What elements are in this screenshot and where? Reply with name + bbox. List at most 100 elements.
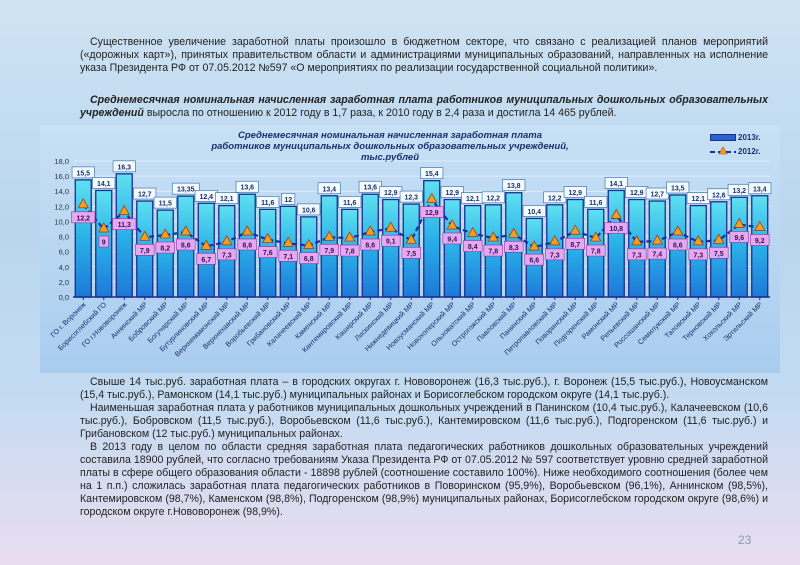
line-label-box — [381, 234, 401, 247]
bar-2013 — [628, 198, 646, 298]
legend-bar-swatch — [710, 133, 736, 141]
y-tick-label: 14,0 — [54, 187, 69, 196]
marker-2012 — [241, 225, 253, 236]
y-tick-label: 0,0 — [59, 293, 69, 302]
chart-title-line1: Среднемесячная номинальная начисленная з… — [237, 130, 543, 141]
bar-2013 — [730, 196, 748, 298]
line-label-2012: 8,3 — [509, 245, 519, 252]
legend-line-swatch — [710, 146, 736, 155]
bar-label-2013: 11,6 — [261, 200, 274, 207]
paragraph-lowest: Наименьшая заработная плата у работников… — [80, 402, 768, 440]
bar-2013 — [607, 189, 625, 298]
bar-label-box — [235, 180, 259, 193]
line-label-2012: 8,6 — [242, 243, 252, 250]
line-label-box — [237, 238, 257, 251]
line-label-2012: 7,3 — [222, 252, 232, 259]
marker-2012 — [303, 238, 315, 249]
line-label-box — [627, 248, 647, 261]
intro-paragraph: Существенное увеличение заработной платы… — [80, 36, 768, 75]
bar-2013 — [382, 198, 400, 298]
line-label-box — [565, 237, 585, 250]
chart: Среднемесячная номинальная начисленная з… — [40, 125, 780, 373]
line-label-2012: 9 — [102, 240, 106, 247]
bar-label-box — [338, 196, 362, 208]
bar-label-2013: 13,8 — [507, 183, 521, 190]
line-label-2012: 8,6 — [673, 243, 683, 250]
bar-label-box — [522, 205, 546, 217]
bar-label-2013: 13,6 — [240, 185, 254, 192]
bar-label-2013: 13,2 — [732, 188, 746, 195]
bar-label-2013: 13,4 — [753, 186, 767, 193]
marker-2012 — [610, 208, 622, 219]
line-label-box — [176, 238, 196, 251]
line-label-2012: 9,2 — [755, 238, 765, 245]
y-tick-label: 4,0 — [59, 263, 69, 272]
bar-label-2013: 13,4 — [322, 186, 336, 193]
marker-2012 — [528, 240, 540, 251]
bar-label-box — [317, 182, 341, 195]
legend-label: 2012г. — [738, 146, 761, 156]
line-label-2012: 6,7 — [201, 257, 211, 264]
bar-label-box — [112, 160, 136, 173]
marker-2012 — [98, 222, 110, 233]
bar-label-2013: 10,6 — [302, 207, 316, 214]
marker-2012 — [118, 204, 130, 215]
bar-label-box — [71, 166, 95, 179]
line-label-2012: 9,1 — [386, 239, 396, 246]
bar-label-2013: 12,4 — [199, 194, 213, 201]
bar-label-box — [133, 187, 157, 200]
bar-label-2013: 12,1 — [466, 196, 480, 203]
bar-label-2013: 12,9 — [445, 190, 459, 197]
marker-2012 — [754, 220, 766, 231]
bar-label-box — [502, 179, 526, 192]
marker-2012 — [364, 225, 376, 236]
page-number: 23 — [738, 533, 752, 547]
line-label-box — [483, 244, 503, 257]
line-label-2012: 7,3 — [632, 252, 642, 259]
bar-label-box — [399, 190, 423, 203]
line-label-2012: 7,9 — [140, 248, 150, 255]
line-label-2012: 8,7 — [570, 242, 580, 249]
line-label-2012: 8,6 — [181, 243, 191, 250]
bar-label-2013: 12,1 — [220, 196, 234, 203]
line-label-box — [442, 232, 462, 245]
line-label-2012: 8,6 — [365, 243, 375, 250]
line-label-2012: 7,8 — [488, 249, 498, 256]
bar-label-2013: 12 — [284, 197, 292, 204]
bar-label-box — [215, 192, 239, 204]
marker-2012 — [508, 227, 520, 238]
line-label-box — [360, 238, 380, 251]
bar-2013 — [443, 198, 461, 298]
line-label-box — [401, 247, 421, 259]
line-label-2012: 7,8 — [591, 249, 601, 256]
bar-label-2013: 12,6 — [712, 192, 726, 199]
marker-2012 — [77, 198, 89, 209]
line-label-box — [340, 244, 360, 257]
legend-label: 2013г. — [738, 132, 761, 142]
paragraph-highest: Свыше 14 тыс.руб. заработная плата – в г… — [80, 376, 768, 401]
marker-2012 — [221, 235, 233, 246]
legend-item-2012: 2012г. — [710, 144, 761, 158]
bar-label-2013: 12,7 — [650, 192, 664, 199]
marker-2012 — [733, 217, 745, 228]
bar-label-2013: 12,9 — [568, 190, 582, 197]
bar-label-box — [440, 186, 464, 198]
bar-label-2013: 14,1 — [609, 181, 623, 188]
bar-label-2013: 11,6 — [343, 200, 356, 207]
bar-label-2013: 12,9 — [630, 190, 644, 197]
line-label-box — [709, 247, 729, 259]
bar-label-box — [281, 193, 296, 205]
line-label-2012: 7,4 — [652, 252, 662, 259]
line-label-box — [299, 252, 319, 264]
bar-label-2013: 12,1 — [691, 196, 705, 203]
marker-2012 — [323, 230, 335, 241]
chart-title-line2: работников муниципальных дошкольных обра… — [211, 141, 569, 163]
bar-2013 — [156, 209, 174, 298]
line-label-2012: 9,4 — [447, 236, 457, 243]
bar-label-box — [666, 181, 690, 194]
line-label-box — [463, 240, 483, 252]
line-label-box — [112, 218, 137, 230]
plot-area: 0,0 2,0 4,0 6,0 8,0 10,0 12,0 14,0 16,0 18,0 15,5 1… — [49, 157, 772, 359]
marker-2012 — [672, 225, 684, 236]
marker-2012 — [487, 231, 499, 242]
